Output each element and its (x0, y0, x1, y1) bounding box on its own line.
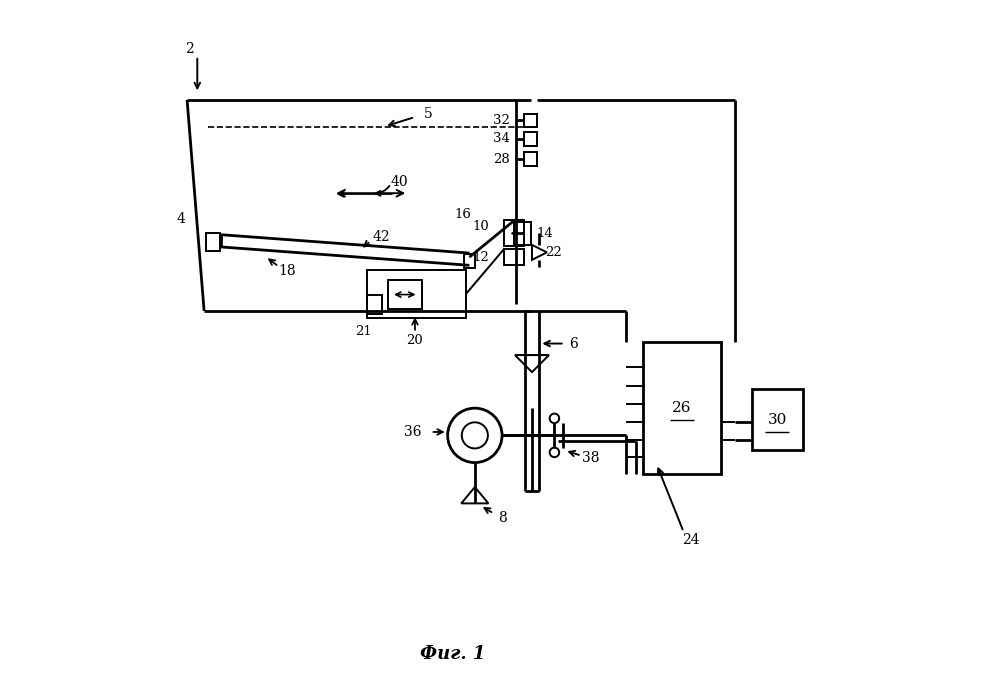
Text: 4: 4 (177, 212, 186, 226)
Text: 40: 40 (391, 175, 408, 189)
Bar (524, 113, 537, 127)
Text: 34: 34 (493, 133, 510, 145)
Text: 42: 42 (372, 230, 390, 245)
Bar (752, 389, 803, 450)
Bar (388, 280, 422, 309)
Text: 14: 14 (537, 227, 553, 240)
Text: 28: 28 (493, 153, 510, 166)
Bar (504, 249, 524, 265)
Text: 22: 22 (545, 246, 562, 259)
Bar (367, 270, 466, 318)
Bar (464, 255, 475, 268)
Text: 12: 12 (472, 251, 489, 264)
Text: 36: 36 (404, 425, 422, 439)
Text: 24: 24 (682, 533, 699, 547)
Text: 32: 32 (493, 114, 510, 127)
Text: 10: 10 (472, 220, 489, 233)
Text: 18: 18 (278, 264, 296, 279)
Text: 5: 5 (424, 107, 433, 122)
Text: 6: 6 (569, 337, 578, 350)
Text: Фиг. 1: Фиг. 1 (420, 645, 485, 663)
Bar (524, 152, 537, 166)
Text: 26: 26 (672, 401, 692, 415)
Text: 2: 2 (185, 42, 194, 56)
Text: 8: 8 (498, 512, 506, 525)
Bar (643, 342, 721, 474)
Bar (206, 234, 220, 251)
Bar (514, 222, 531, 245)
Circle shape (448, 408, 502, 462)
Text: 21: 21 (356, 325, 372, 338)
Text: 30: 30 (768, 413, 787, 427)
Text: 20: 20 (407, 333, 423, 347)
Bar (367, 294, 382, 313)
Text: 38: 38 (582, 451, 599, 466)
Text: 16: 16 (455, 208, 472, 221)
Bar (504, 221, 524, 247)
Bar (524, 132, 537, 145)
